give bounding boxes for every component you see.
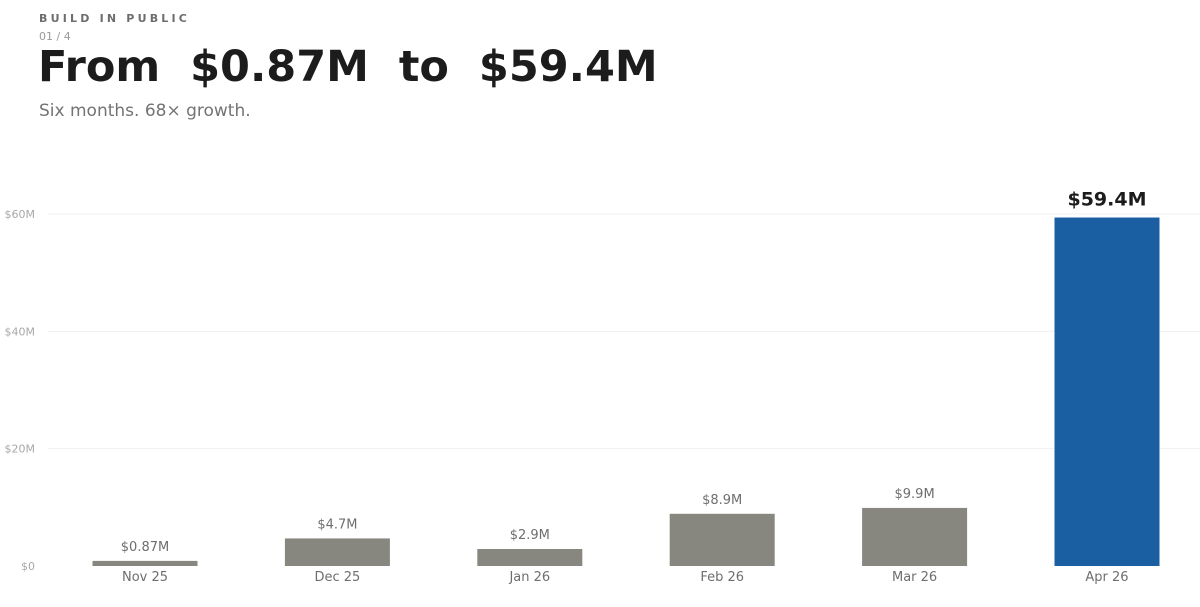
y-tick-label: $40M <box>5 325 36 338</box>
x-tick-label: Feb 26 <box>700 570 744 585</box>
bar <box>477 548 583 566</box>
x-tick-label: Apr 26 <box>1085 570 1128 585</box>
x-tick-label: Nov 25 <box>122 570 168 585</box>
data-label: $9.9M <box>895 487 935 502</box>
x-tick-label: Dec 25 <box>314 570 360 585</box>
y-tick-label: $20M <box>5 443 36 456</box>
data-label: $2.9M <box>510 528 550 543</box>
bar <box>1054 217 1160 566</box>
page-counter: 01 / 4 <box>39 30 71 43</box>
eyebrow-label: BUILD IN PUBLIC <box>39 12 191 25</box>
y-tick-label: $60M <box>5 208 36 221</box>
bar <box>862 507 968 566</box>
bar <box>92 560 198 566</box>
x-tick-label: Mar 26 <box>892 570 937 585</box>
data-label: $0.87M <box>121 540 169 555</box>
x-tick-label: Jan 26 <box>508 570 550 585</box>
data-label: $4.7M <box>317 517 357 532</box>
bar <box>284 538 390 566</box>
data-label: $59.4M <box>1067 189 1146 211</box>
page-title: From $0.87M to $59.4M <box>38 42 658 92</box>
page-subtitle: Six months. 68× growth. <box>39 101 251 121</box>
bar <box>669 513 775 566</box>
data-label: $8.9M <box>702 493 742 508</box>
y-tick-label: $0 <box>21 560 35 573</box>
